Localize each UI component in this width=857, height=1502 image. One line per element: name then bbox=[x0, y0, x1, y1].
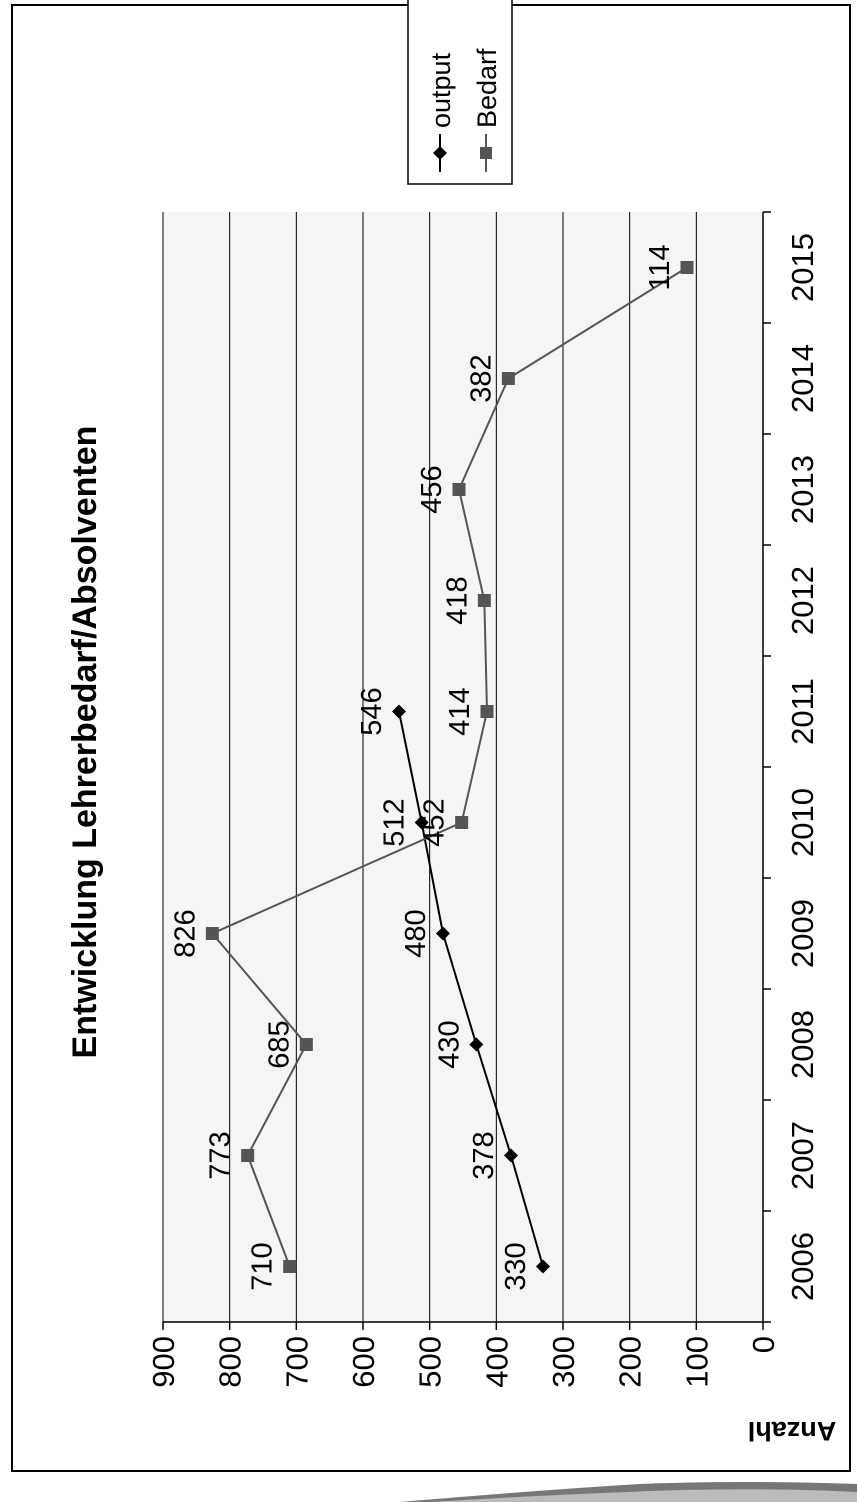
decorative-swoosh-highlight bbox=[430, 1489, 857, 1502]
y-tick-label: 100 bbox=[679, 1336, 714, 1388]
series-output: 330 378 430 480 512 546 bbox=[356, 687, 550, 1291]
y-tick-label: 700 bbox=[279, 1336, 314, 1388]
y-tick-label: 500 bbox=[413, 1336, 448, 1388]
y-axis-ticks: 0 100 200 300 400 500 600 700 800 900 bbox=[146, 1322, 781, 1388]
data-label-output: 480 bbox=[400, 909, 432, 957]
y-tick-label: 800 bbox=[213, 1336, 248, 1388]
data-label-Bedarf: 685 bbox=[263, 1020, 295, 1068]
data-label-Bedarf: 114 bbox=[644, 244, 676, 290]
y-tick-label: 300 bbox=[546, 1336, 581, 1388]
x-tick-label: 2008 bbox=[785, 1010, 820, 1079]
data-label-Bedarf: 414 bbox=[444, 687, 476, 735]
data-label-output: 378 bbox=[468, 1131, 500, 1179]
x-tick-label: 2011 bbox=[785, 678, 820, 745]
data-label-Bedarf: 710 bbox=[247, 1242, 279, 1290]
data-label-Bedarf: 773 bbox=[205, 1131, 237, 1179]
y-tick-label: 200 bbox=[613, 1336, 648, 1388]
x-tick-label: 2013 bbox=[785, 455, 820, 524]
x-tick-label: 2014 bbox=[785, 344, 820, 413]
grid-lines bbox=[162, 212, 697, 1322]
data-label-Bedarf: 452 bbox=[419, 798, 451, 846]
series-line-Bedarf bbox=[210, 266, 688, 1267]
data-point-Bedarf bbox=[241, 1149, 255, 1162]
data-point-Bedarf bbox=[283, 1260, 297, 1273]
series-Bedarf: 710 773 685 826 452 414 418 456 382 114 bbox=[169, 244, 694, 1291]
x-tick-label: 2007 bbox=[785, 1121, 820, 1190]
y-tick-label: 400 bbox=[479, 1336, 514, 1388]
legend-label: output bbox=[426, 52, 456, 128]
data-point-Bedarf bbox=[501, 372, 515, 385]
data-point-output bbox=[436, 926, 450, 941]
data-point-output bbox=[536, 1259, 550, 1274]
legend-marker bbox=[433, 146, 447, 160]
legend: output Bedarf bbox=[407, 0, 513, 185]
data-label-output: 512 bbox=[379, 798, 411, 846]
plot-area bbox=[163, 212, 763, 1322]
data-label-output: 430 bbox=[433, 1020, 465, 1068]
data-point-Bedarf bbox=[455, 816, 469, 829]
data-label-output: 546 bbox=[356, 687, 388, 735]
x-tick-label: 2010 bbox=[785, 788, 820, 857]
legend-label: Bedarf bbox=[472, 48, 502, 128]
series-layer: 330 378 430 480 512 546 710 773 685 826 452 414 418 4… bbox=[169, 244, 694, 1291]
data-label-Bedarf: 382 bbox=[465, 354, 497, 402]
y-tick-label: 0 bbox=[746, 1336, 781, 1353]
data-point-output bbox=[469, 1037, 484, 1052]
data-point-Bedarf bbox=[480, 705, 494, 718]
data-label-Bedarf: 456 bbox=[416, 465, 448, 513]
data-point-Bedarf bbox=[477, 594, 491, 607]
legend-marker bbox=[480, 147, 492, 159]
data-point-output bbox=[504, 1148, 518, 1163]
data-point-output bbox=[414, 815, 429, 830]
data-label-Bedarf: 418 bbox=[441, 576, 473, 624]
x-tick-label: 2015 bbox=[785, 233, 820, 302]
data-point-Bedarf bbox=[680, 261, 694, 274]
data-label-Bedarf: 826 bbox=[169, 909, 201, 957]
chart-title: Entwicklung Lehrerbedarf/Absolventen bbox=[66, 426, 104, 1059]
x-tick-label: 2006 bbox=[785, 1232, 820, 1301]
y-tick-label: 900 bbox=[146, 1336, 181, 1388]
data-point-Bedarf bbox=[205, 927, 219, 940]
x-tick-label: 2012 bbox=[785, 566, 820, 635]
y-tick-label: 600 bbox=[346, 1336, 381, 1388]
series-line-output bbox=[398, 711, 544, 1267]
x-axis-ticks: 2006 2007 2008 2009 2010 2011 2012 2013 2014 2015 bbox=[763, 211, 820, 1323]
y-axis-title: Anzahl bbox=[748, 1416, 837, 1446]
data-point-output bbox=[392, 704, 406, 719]
x-tick-label: 2009 bbox=[785, 899, 820, 968]
data-point-Bedarf bbox=[299, 1038, 313, 1051]
data-point-Bedarf bbox=[452, 483, 466, 496]
data-label-output: 330 bbox=[500, 1242, 532, 1290]
